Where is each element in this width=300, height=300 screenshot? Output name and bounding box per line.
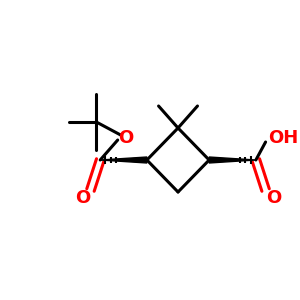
Text: OH: OH [268, 129, 298, 147]
Text: O: O [75, 189, 90, 207]
Polygon shape [209, 157, 256, 163]
Text: O: O [118, 129, 133, 147]
Text: O: O [266, 189, 281, 207]
Polygon shape [100, 157, 147, 163]
